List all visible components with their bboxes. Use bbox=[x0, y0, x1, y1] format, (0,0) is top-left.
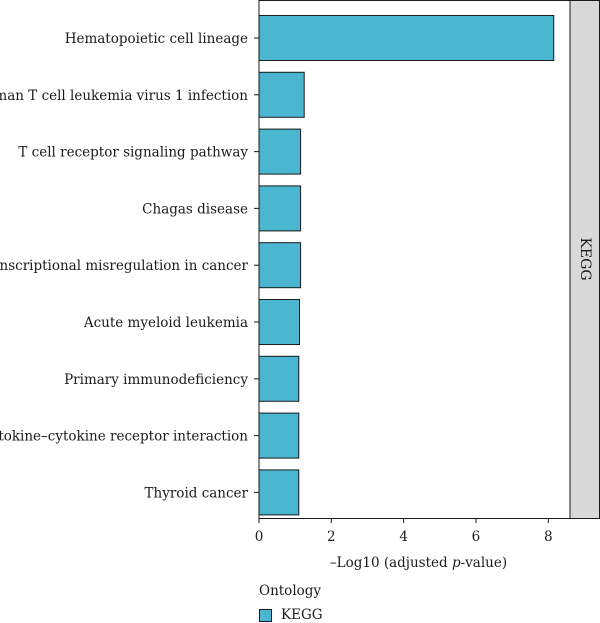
category-label: Human T cell leukemia virus 1 infection bbox=[0, 88, 248, 104]
bars bbox=[258, 15, 555, 516]
x-tick-label: 8 bbox=[544, 529, 553, 545]
category-label: Hematopoietic cell lineage bbox=[65, 31, 248, 47]
category-label: T cell receptor signaling pathway bbox=[18, 145, 248, 161]
category-labels: Hematopoietic cell lineage Human T cell l… bbox=[0, 31, 259, 501]
legend: Ontology KEGG bbox=[259, 583, 323, 623]
category-label: Transcriptional misregulation in cancer bbox=[0, 258, 249, 274]
bar bbox=[258, 412, 300, 459]
bar bbox=[258, 15, 555, 61]
legend-item-label: KEGG bbox=[281, 607, 323, 623]
category-label: Thyroid cancer bbox=[145, 485, 249, 501]
x-axis-title-italic: p bbox=[452, 555, 461, 571]
facet-strip: KEGG bbox=[569, 0, 600, 519]
x-axis-title-suffix: -value) bbox=[461, 555, 508, 571]
category-label: Acute myeloid leukemia bbox=[83, 315, 248, 331]
bar bbox=[258, 185, 302, 232]
x-tick-label: 6 bbox=[472, 529, 481, 545]
bar bbox=[258, 299, 301, 345]
x-tick-label: 0 bbox=[255, 529, 264, 545]
x-axis-title-prefix: –Log10 (adjusted bbox=[330, 555, 452, 571]
x-tick-label: 2 bbox=[327, 529, 336, 545]
bar bbox=[258, 242, 302, 289]
facet-strip-label: KEGG bbox=[577, 237, 593, 280]
axes bbox=[258, 0, 571, 519]
bar bbox=[258, 71, 305, 118]
category-label: Primary immunodeficiency bbox=[64, 372, 248, 388]
bar bbox=[258, 469, 300, 516]
legend-item: KEGG bbox=[259, 607, 323, 623]
x-tick-label: 4 bbox=[399, 529, 408, 545]
legend-title: Ontology bbox=[259, 583, 322, 599]
bar bbox=[258, 128, 302, 175]
panel-border bbox=[258, 0, 571, 519]
category-label: Cytokine–cytokine receptor interaction bbox=[0, 429, 248, 445]
x-ticks: 0 2 4 6 8 bbox=[255, 518, 553, 545]
x-axis-title: –Log10 (adjusted p-value) bbox=[330, 555, 507, 571]
category-label: Chagas disease bbox=[142, 201, 248, 217]
bar bbox=[258, 355, 300, 402]
